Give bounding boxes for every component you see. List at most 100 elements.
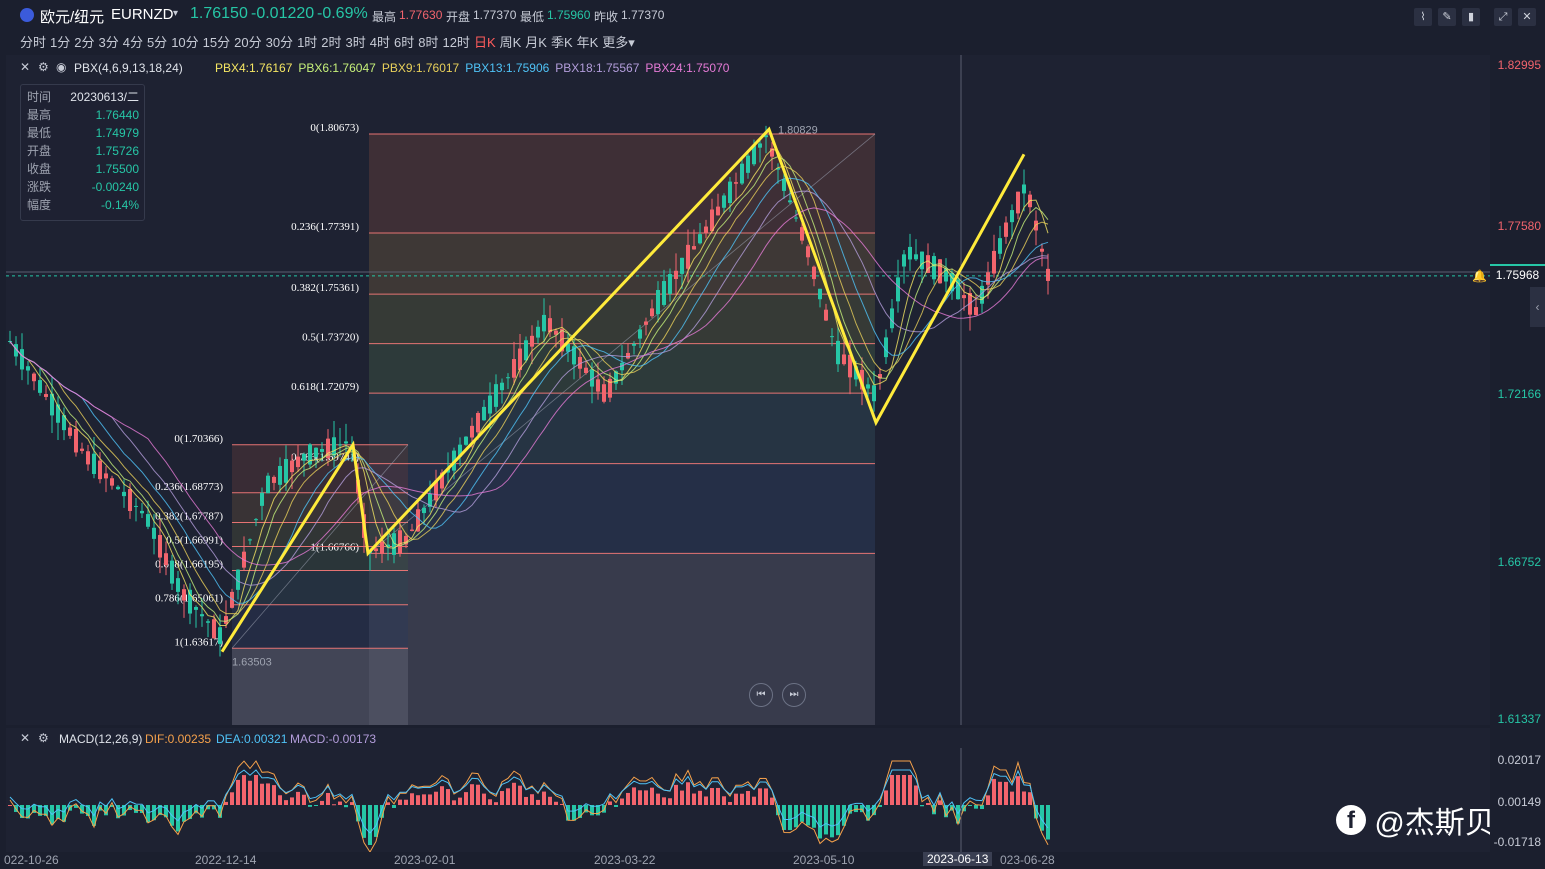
candle-body xyxy=(782,179,786,191)
period-tab[interactable]: 日K xyxy=(473,35,496,50)
chart-type-icon[interactable]: ⌇ xyxy=(1414,8,1432,26)
macd-bar xyxy=(326,792,330,805)
macd-chart[interactable]: ✕ ⚙ MACD(12,26,9) DIF:0.00235 DEA:0.0032… xyxy=(6,728,1490,852)
period-tab[interactable]: 1时 xyxy=(297,35,318,50)
candle-body xyxy=(722,195,726,208)
macd-bar xyxy=(218,805,222,818)
macd-bar xyxy=(422,794,426,805)
candle-body xyxy=(512,359,516,378)
candle-body xyxy=(326,438,330,459)
period-tab[interactable]: 周K xyxy=(499,35,522,50)
change-pct: -0.69% xyxy=(317,5,368,22)
close-indicator-icon[interactable]: ✕ xyxy=(20,60,31,74)
symbol-dropdown-icon[interactable]: ▾ xyxy=(173,8,179,19)
info-key: 开盘 xyxy=(27,144,52,158)
symbol-name[interactable]: 欧元/纽元 xyxy=(40,9,105,26)
macd-bar xyxy=(272,785,276,805)
candle-body xyxy=(206,621,210,623)
macd-bar xyxy=(584,805,588,813)
macd-bar xyxy=(344,805,348,808)
candle-body xyxy=(800,227,804,241)
period-tab[interactable]: 5分 xyxy=(146,35,168,50)
indicator-visibility-icon[interactable]: ◉ xyxy=(56,60,67,74)
period-tab[interactable]: 2时 xyxy=(321,35,342,50)
symbol-code[interactable]: EURNZD xyxy=(111,6,174,23)
candle-body xyxy=(272,476,276,483)
candle-body xyxy=(392,533,396,555)
macd-bar xyxy=(1040,805,1044,831)
macd-bar xyxy=(356,805,360,822)
macd-bar xyxy=(428,794,432,805)
collapse-panel-icon[interactable]: ‹ xyxy=(1530,287,1545,327)
info-row: 时间 20230613/二 xyxy=(27,88,139,106)
period-tab[interactable]: 4时 xyxy=(369,35,390,50)
period-tab[interactable]: 8时 xyxy=(418,35,439,50)
candle-body xyxy=(542,314,546,332)
candle-style-icon[interactable]: ▮ xyxy=(1462,8,1480,26)
macd-bar xyxy=(314,805,318,806)
period-tab[interactable]: 4分 xyxy=(122,35,143,50)
candle-body xyxy=(614,371,618,384)
period-tab[interactable]: 2分 xyxy=(74,35,95,50)
macd-bar xyxy=(266,783,270,805)
candle-body xyxy=(1004,222,1008,237)
macd-bar xyxy=(26,805,30,819)
macd-bar xyxy=(536,799,540,805)
macd-y-mid: 0.00149 xyxy=(1497,795,1541,809)
info-key: 最低 xyxy=(27,126,52,140)
indicator-settings-icon[interactable]: ⚙ xyxy=(38,60,49,74)
candle-body xyxy=(224,616,228,624)
candlestick-chart[interactable]: 0(1.80673) 0.236(1.77391) 0.382(1.75361) 0.… xyxy=(6,55,1490,725)
period-tab[interactable]: 3分 xyxy=(98,35,119,50)
fib-label: 0.5(1.66991) xyxy=(166,535,223,547)
candle-body xyxy=(170,560,174,584)
macd-bar xyxy=(44,805,48,816)
macd-bar xyxy=(188,805,192,819)
period-tab[interactable]: 月K xyxy=(525,35,547,50)
period-tab[interactable]: 3时 xyxy=(345,35,366,50)
macd-bar xyxy=(20,805,24,819)
candle-body xyxy=(146,514,150,527)
period-tab[interactable]: 季K xyxy=(550,35,573,50)
period-tab[interactable]: 1分 xyxy=(50,35,71,50)
macd-bar xyxy=(596,805,600,816)
next-button[interactable]: ⏭ xyxy=(782,683,806,707)
candle-body xyxy=(74,429,78,453)
close-macd-icon[interactable]: ✕ xyxy=(20,731,31,745)
draw-pencil-icon[interactable]: ✎ xyxy=(1438,8,1456,26)
candle-body xyxy=(734,182,738,184)
period-tab[interactable]: 10分 xyxy=(171,35,199,50)
macd-bar xyxy=(542,791,546,805)
candle-body xyxy=(986,272,990,285)
macd-bar xyxy=(122,805,126,816)
watermark-text: @杰斯贝尔 xyxy=(1374,807,1490,840)
period-tab[interactable]: 分时 xyxy=(20,35,47,50)
macd-bar xyxy=(38,805,42,816)
macd-bar xyxy=(740,793,744,805)
period-tab[interactable]: 30分 xyxy=(265,35,294,50)
candle-body xyxy=(776,167,780,170)
period-tab[interactable]: 20分 xyxy=(234,35,262,50)
candle-body xyxy=(926,255,930,273)
period-tab[interactable]: 6时 xyxy=(394,35,415,50)
macd-bar xyxy=(788,805,792,831)
prev-button[interactable]: ⏮ xyxy=(749,683,773,707)
main-chart[interactable]: 0(1.80673) 0.236(1.77391) 0.382(1.75361) 0.… xyxy=(6,55,1490,725)
indicator-name: PBX(4,6,9,13,18,24) xyxy=(74,61,183,75)
expand-icon[interactable]: ⤢ xyxy=(1494,8,1512,26)
macd-bar xyxy=(746,791,750,805)
close-icon[interactable]: ✕ xyxy=(1518,8,1536,26)
candle-body xyxy=(638,329,642,339)
candle-body xyxy=(518,348,522,371)
candle-body xyxy=(248,539,252,541)
macd-bar xyxy=(770,797,774,805)
macd-settings-icon[interactable]: ⚙ xyxy=(38,731,49,745)
period-tab[interactable]: 更多▾ xyxy=(602,35,635,50)
candle-body xyxy=(566,343,570,352)
period-tab[interactable]: 15分 xyxy=(202,35,231,50)
candle-body xyxy=(740,163,744,184)
period-tab[interactable]: 年K xyxy=(576,35,599,50)
macd-bar xyxy=(74,805,78,808)
candle-body xyxy=(308,444,312,465)
period-tab[interactable]: 12时 xyxy=(442,35,470,50)
